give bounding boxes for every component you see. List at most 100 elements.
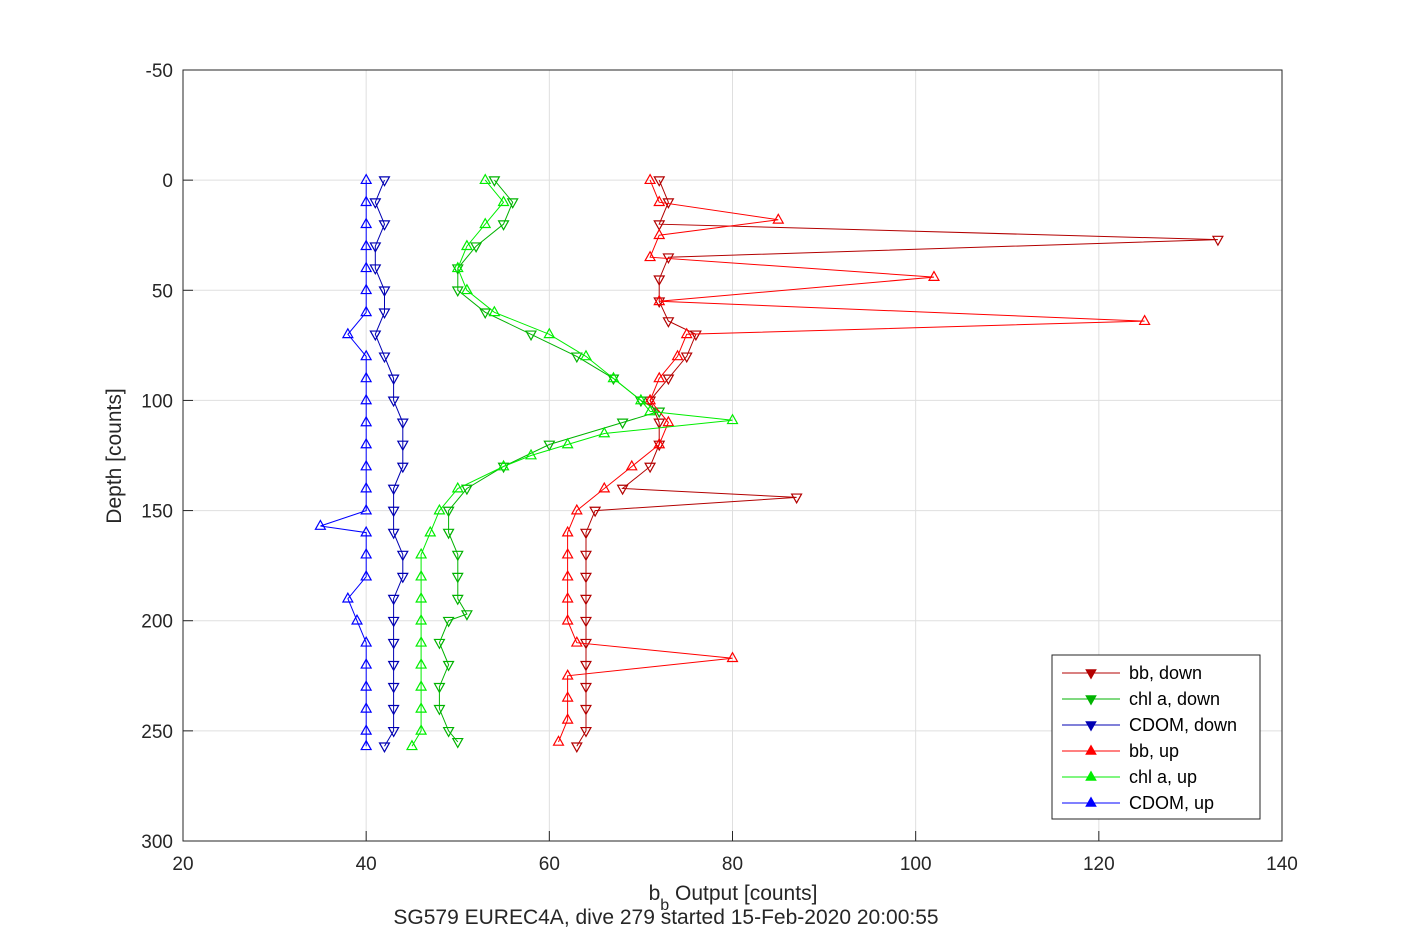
data-point [433, 503, 446, 515]
data-point [360, 739, 373, 751]
data-point [387, 396, 400, 408]
series-2 [369, 176, 409, 754]
data-point [341, 327, 354, 339]
legend-item: bb, up [1062, 741, 1179, 761]
data-point [479, 217, 492, 229]
data-point [360, 724, 373, 735]
data-point [653, 294, 666, 306]
data-point [561, 669, 574, 680]
legend-box [1051, 654, 1261, 820]
series-4 [405, 173, 739, 751]
data-point [579, 572, 592, 584]
data-point [314, 519, 327, 530]
data-point [451, 481, 464, 493]
legend-item: CDOM, up [1062, 793, 1214, 813]
data-point [360, 349, 373, 361]
data-point [341, 591, 354, 603]
data-point [570, 503, 583, 515]
series-line [374, 179, 404, 747]
data-point [424, 525, 437, 537]
data-point [506, 198, 519, 209]
data-point [561, 437, 574, 449]
data-point [369, 242, 382, 253]
data-point [689, 330, 702, 342]
data-point [360, 261, 373, 273]
data-point [415, 702, 428, 713]
data-point [360, 459, 373, 471]
data-point [579, 349, 592, 361]
data-point [552, 735, 565, 746]
data-point [360, 415, 373, 427]
data-point [579, 682, 592, 694]
data-point [598, 481, 611, 493]
data-point [460, 610, 473, 621]
legend-item: chl a, up [1062, 767, 1197, 787]
data-point [433, 682, 446, 694]
data-point [561, 547, 574, 559]
data-point [579, 726, 592, 738]
data-point [396, 440, 409, 452]
legend-marker [1085, 744, 1097, 755]
data-point [653, 220, 666, 231]
data-point [360, 437, 373, 449]
data-point [561, 569, 574, 581]
data-point [387, 528, 400, 540]
data-point [790, 493, 803, 505]
data-point [644, 250, 657, 262]
data-point [451, 261, 464, 273]
data-point [387, 594, 400, 606]
x-tick-label: 60 [539, 854, 560, 875]
data-point [433, 704, 446, 716]
data-point [442, 726, 455, 738]
data-point [387, 704, 400, 716]
data-point [415, 724, 428, 735]
data-point [570, 352, 583, 364]
series-0 [570, 176, 1224, 754]
data-point [579, 550, 592, 562]
data-point [460, 239, 473, 251]
data-point [625, 459, 638, 471]
data-point [415, 658, 428, 669]
data-point [634, 393, 647, 405]
legend-label: CDOM, down [1129, 715, 1237, 735]
data-point [442, 616, 455, 628]
data-point [387, 682, 400, 694]
data-point [488, 176, 501, 187]
data-point [360, 173, 373, 185]
data-point [396, 462, 409, 474]
legend-item: CDOM, down [1062, 715, 1237, 735]
data-point [634, 396, 647, 408]
legend: bb, down chl a, down CDOM, down bb, up chl a… [1051, 654, 1261, 820]
data-point [653, 195, 666, 207]
data-point [442, 528, 455, 540]
data-point [451, 550, 464, 562]
data-point [360, 481, 373, 493]
data-point [497, 195, 510, 207]
data-point [928, 270, 940, 281]
data-point [671, 349, 684, 361]
x-tick-label: 120 [1083, 854, 1115, 875]
legend-marker [1085, 721, 1097, 732]
legend-marker [1085, 669, 1097, 680]
y-tick-label: 300 [141, 832, 173, 853]
data-point [387, 484, 400, 496]
legend-label: CDOM, up [1129, 793, 1214, 813]
data-point [653, 176, 666, 187]
data-point [653, 437, 666, 449]
y-tick-label: 150 [141, 502, 173, 523]
data-point [570, 742, 583, 754]
data-point [360, 658, 373, 669]
data-point [644, 462, 657, 474]
legend-marker [1085, 796, 1097, 807]
data-point [653, 275, 666, 286]
data-point [387, 638, 400, 650]
data-point [360, 195, 373, 207]
y-tick-label: 250 [141, 722, 173, 743]
data-point [360, 283, 373, 295]
data-point [415, 547, 428, 559]
data-point [360, 636, 373, 647]
series-3 [552, 173, 1151, 746]
data-point [607, 374, 620, 386]
data-point [442, 506, 455, 518]
data-point [543, 327, 556, 339]
